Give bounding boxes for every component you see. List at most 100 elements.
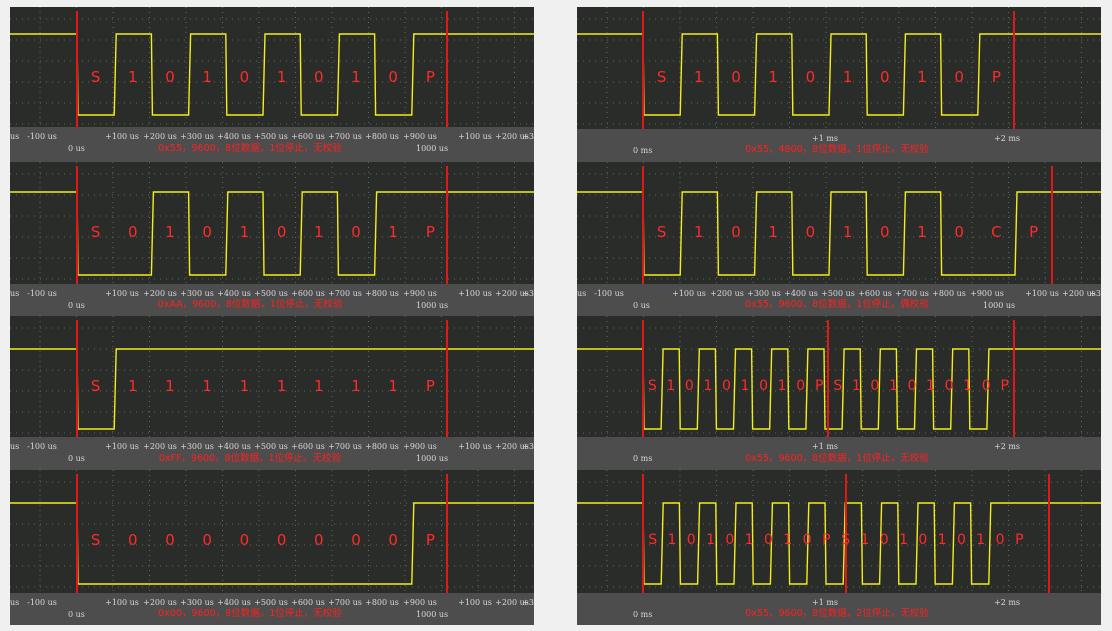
bit-label: 0 bbox=[954, 223, 964, 241]
tick-label: +200 us bbox=[143, 598, 177, 607]
bit-label: S bbox=[647, 378, 657, 394]
time-axis-bar bbox=[577, 129, 1101, 162]
tick-label: +700 us bbox=[328, 289, 362, 298]
bit-label: 0 bbox=[880, 68, 890, 86]
bit-label: 1 bbox=[202, 68, 212, 86]
zero-label: 0 us bbox=[68, 454, 85, 463]
tick-label: +900 us bbox=[403, 289, 437, 298]
tick-label: us bbox=[10, 289, 20, 298]
tick-label: +100 us bbox=[672, 289, 706, 298]
tick-label: +2 ms bbox=[993, 134, 1021, 143]
signal-trace bbox=[10, 191, 534, 276]
tick-label: +800 us bbox=[365, 598, 399, 607]
bit-label: 0 bbox=[128, 223, 138, 241]
tick-label: us bbox=[577, 289, 587, 298]
bit-label: 0 bbox=[351, 223, 361, 241]
tick-label: +600 us bbox=[291, 289, 325, 298]
time-axis-bar bbox=[10, 593, 534, 625]
bit-label: 1 bbox=[976, 532, 986, 548]
bit-label: 1 bbox=[239, 377, 250, 395]
bit-label: P bbox=[425, 68, 435, 86]
bit-label: S bbox=[648, 532, 658, 548]
tick-label: +400 us bbox=[217, 442, 251, 451]
tick-label: +800 us bbox=[365, 442, 399, 451]
tick-label: +700 us bbox=[328, 598, 362, 607]
bit-label: P bbox=[1000, 378, 1009, 394]
signal-trace bbox=[577, 502, 1101, 585]
bit-label: 0 bbox=[239, 68, 250, 86]
waveform-panel-right-0: 0x55，4800，8位数据，1位停止，无校验 S 1 0 1 0 1 0 1 0 P 0 ms +1… bbox=[577, 7, 1101, 162]
bit-label: 1 bbox=[276, 377, 287, 395]
bit-label: 1 bbox=[351, 377, 361, 395]
bit-label: 1 bbox=[744, 532, 754, 548]
tick-label: +200 us bbox=[495, 132, 529, 141]
bit-label: 1 bbox=[667, 532, 677, 548]
tick-label: us bbox=[10, 598, 20, 607]
tick-label: +700 us bbox=[328, 442, 362, 451]
bit-label: P bbox=[1029, 223, 1039, 241]
signal-trace bbox=[577, 348, 1101, 430]
tick-label: +200 us bbox=[495, 442, 529, 451]
bit-label: 1 bbox=[842, 68, 853, 86]
end-label: 1000 us bbox=[416, 144, 449, 153]
bit-label: 1 bbox=[388, 377, 398, 395]
bit-label: 0 bbox=[995, 532, 1005, 548]
bit-label: 0 bbox=[918, 532, 928, 548]
time-axis-bar bbox=[10, 127, 534, 162]
signal-trace bbox=[10, 348, 534, 430]
bit-label: S bbox=[841, 532, 851, 548]
bit-label: 0 bbox=[981, 378, 991, 394]
bit-label: 0 bbox=[870, 378, 880, 394]
bit-label: 1 bbox=[694, 68, 704, 86]
tick-label: us bbox=[10, 132, 20, 141]
time-axis-bar bbox=[577, 593, 1101, 625]
bit-label: P bbox=[991, 68, 1001, 86]
zero-label: 0 us bbox=[633, 301, 650, 310]
bit-label: 0 bbox=[879, 532, 889, 548]
bit-label: 0 bbox=[202, 531, 212, 549]
tick-label: -100 us bbox=[27, 289, 57, 298]
bit-label: 1 bbox=[888, 378, 898, 394]
bit-label: 1 bbox=[388, 223, 398, 241]
waveform-left-2 bbox=[10, 316, 534, 441]
tick-label: +3 bbox=[522, 598, 534, 607]
bit-label: 1 bbox=[276, 68, 287, 86]
bit-label: 0 bbox=[954, 68, 964, 86]
bit-label: 0 bbox=[314, 68, 324, 86]
tick-label: +200 us bbox=[495, 289, 529, 298]
bit-label: 1 bbox=[239, 223, 250, 241]
bit-label: 1 bbox=[165, 223, 175, 241]
time-axis-bar bbox=[10, 284, 534, 316]
bit-label: 1 bbox=[128, 68, 138, 86]
tick-label: us bbox=[10, 442, 20, 451]
bit-label: 1 bbox=[314, 377, 324, 395]
bit-label: P bbox=[425, 223, 435, 241]
bit-label: S bbox=[656, 223, 667, 241]
waveform-right-0 bbox=[577, 7, 1101, 133]
bit-label: 0 bbox=[202, 223, 212, 241]
bit-label: 1 bbox=[694, 223, 704, 241]
bit-label: 0 bbox=[722, 378, 731, 394]
tick-label: +3 bbox=[1089, 289, 1101, 298]
bit-label: 0 bbox=[956, 532, 966, 548]
tick-label: +1 ms bbox=[811, 134, 839, 143]
zero-label: 0 us bbox=[68, 144, 85, 153]
bit-label: P bbox=[814, 378, 824, 394]
bit-label: C bbox=[991, 223, 1002, 241]
bit-label: S bbox=[90, 223, 101, 241]
bit-label: 1 bbox=[703, 378, 713, 394]
zero-label: 0 ms bbox=[633, 146, 653, 155]
tick-label: +500 us bbox=[821, 289, 855, 298]
tick-label: +500 us bbox=[254, 289, 288, 298]
tick-label: +300 us bbox=[180, 289, 214, 298]
bit-label: P bbox=[425, 531, 435, 549]
tick-label: +400 us bbox=[217, 132, 251, 141]
tick-label: +900 us bbox=[403, 598, 437, 607]
tick-label: +400 us bbox=[217, 289, 251, 298]
tick-label: +3 bbox=[522, 132, 534, 141]
tick-label: +100 us bbox=[105, 442, 139, 451]
waveform-caption: 0xFF，9600，8位数据，1位停止，无校验 bbox=[158, 453, 342, 464]
bit-label: 0 bbox=[351, 531, 361, 549]
